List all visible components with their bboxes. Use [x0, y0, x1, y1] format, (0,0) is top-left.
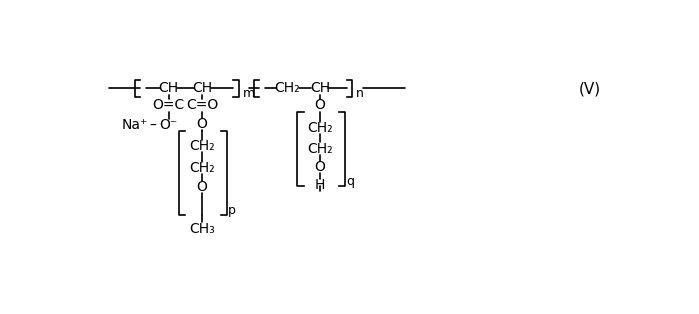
Text: H: H — [315, 178, 325, 192]
Text: O: O — [315, 160, 325, 174]
Text: (V): (V) — [579, 81, 600, 96]
Text: Na⁺: Na⁺ — [122, 118, 147, 133]
Text: CH₃: CH₃ — [189, 222, 215, 236]
Text: C=O: C=O — [186, 99, 218, 112]
Text: –: – — [150, 118, 157, 133]
Text: m: m — [243, 87, 254, 100]
Text: n: n — [356, 87, 364, 100]
Text: O: O — [196, 180, 208, 194]
Text: O: O — [196, 117, 208, 131]
Text: CH₂: CH₂ — [189, 139, 215, 153]
Text: CH: CH — [159, 82, 179, 95]
Text: CH: CH — [310, 82, 330, 95]
Text: CH₂: CH₂ — [307, 142, 333, 155]
Text: CH₂: CH₂ — [189, 161, 215, 175]
Text: p: p — [228, 204, 236, 217]
Text: CH₂: CH₂ — [307, 121, 333, 135]
Text: O⁻: O⁻ — [159, 118, 178, 133]
Text: O: O — [315, 99, 325, 112]
Text: CH₂: CH₂ — [275, 82, 300, 95]
Text: CH: CH — [192, 82, 212, 95]
Text: q: q — [346, 175, 354, 188]
Text: O=C: O=C — [152, 99, 185, 112]
